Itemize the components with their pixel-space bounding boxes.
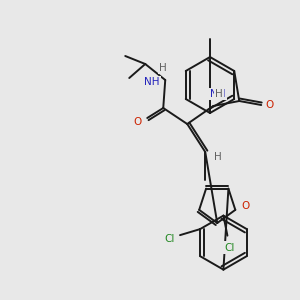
Text: O: O (241, 201, 249, 211)
Text: H: H (215, 89, 223, 99)
Text: Cl: Cl (224, 243, 235, 253)
Text: NH: NH (211, 89, 226, 99)
Text: NH: NH (145, 77, 160, 87)
Text: H: H (214, 152, 222, 162)
Text: H: H (159, 63, 167, 73)
Text: O: O (133, 117, 141, 127)
Text: Cl: Cl (165, 234, 175, 244)
Text: O: O (265, 100, 273, 110)
